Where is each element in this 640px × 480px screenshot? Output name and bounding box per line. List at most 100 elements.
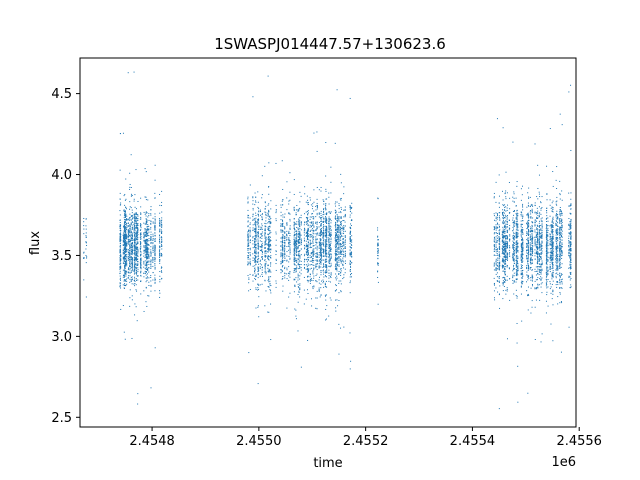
data-point [293,207,295,209]
data-point [254,242,256,244]
data-point [136,248,138,250]
data-point [247,209,249,211]
data-point [342,243,344,245]
data-point [340,261,342,263]
data-point [140,227,142,229]
data-point [307,214,309,216]
data-point [296,235,298,237]
data-point [265,205,267,207]
data-point [307,233,309,235]
data-point [351,262,353,264]
data-point [556,272,558,274]
data-point [344,221,346,223]
data-point [264,222,266,224]
data-point [295,214,297,216]
data-point [307,199,309,201]
data-point [249,184,251,186]
data-point [315,255,317,257]
data-point [336,267,338,269]
data-point [296,240,298,242]
data-point [126,226,128,228]
data-point [255,263,257,265]
data-point [119,241,121,243]
data-point [280,245,282,247]
data-point [130,250,132,252]
data-point [342,249,344,251]
data-point [140,263,142,265]
data-point [330,272,332,274]
data-point [377,254,379,256]
data-point [335,255,337,257]
data-point [350,253,352,255]
data-point [145,251,147,253]
data-point [323,280,325,282]
data-point [316,247,318,249]
data-point [545,227,547,229]
data-point [152,217,154,219]
data-point [288,243,290,245]
data-point [336,258,338,260]
data-point [261,275,263,277]
data-point [320,231,322,233]
data-point [335,264,337,266]
data-point [275,254,277,256]
data-point [147,229,149,231]
data-point [120,204,122,206]
data-point [150,214,152,216]
data-point [124,217,126,219]
data-point [531,247,533,249]
data-point [516,236,518,238]
data-point [126,265,128,267]
data-point [249,247,251,249]
data-point [267,311,269,313]
data-point [120,258,122,260]
data-point [130,193,132,195]
data-point [161,248,163,250]
data-point [316,221,318,223]
data-point [136,246,138,248]
data-point [129,252,131,254]
data-point [319,296,321,298]
data-point [257,232,259,234]
data-point [284,248,286,250]
data-point [322,216,324,218]
data-point [377,198,379,200]
data-point [124,227,126,229]
data-point [134,221,136,223]
data-point [335,254,337,256]
data-point [340,226,342,228]
data-point [254,252,256,254]
data-point [304,245,306,247]
data-point [119,224,121,226]
data-point [286,246,288,248]
data-point [136,256,138,258]
data-point [349,214,351,216]
data-point [504,206,506,208]
data-point [145,271,147,273]
data-point [318,266,320,268]
data-point [329,246,331,248]
data-point [150,236,152,238]
data-point [265,236,267,238]
data-point [134,267,136,269]
data-point [496,276,498,278]
data-point [255,259,257,261]
data-point [127,222,129,224]
data-point [147,239,149,241]
data-point [298,291,300,293]
data-point [342,260,344,262]
data-point [343,251,345,253]
data-point [148,281,150,283]
data-point [322,199,324,201]
data-point [135,234,137,236]
data-point [148,248,150,250]
data-point [315,275,317,276]
data-point [295,212,297,214]
data-point [150,252,152,254]
data-point [335,236,337,238]
data-point [154,218,156,220]
data-point [316,234,318,236]
data-point [152,260,154,262]
data-point [137,271,139,273]
data-point [259,275,261,277]
